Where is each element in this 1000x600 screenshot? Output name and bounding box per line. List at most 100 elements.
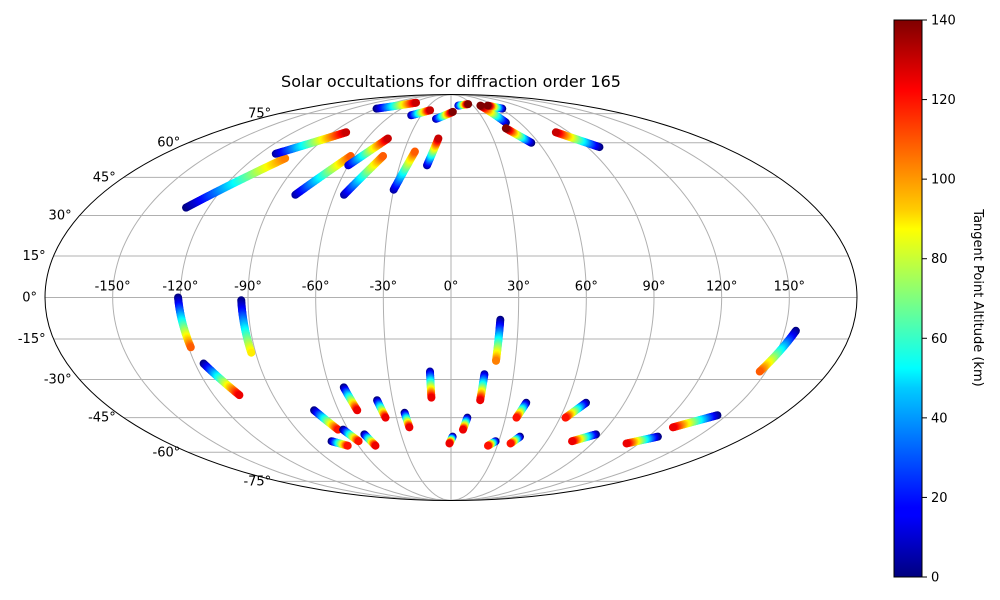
occultation-track [182,154,290,212]
occultation-track [199,359,244,400]
track-point [434,134,443,143]
track-point [512,413,521,422]
occultation-track [483,101,507,113]
occultation-track [423,134,443,170]
track-point [371,441,380,450]
occultation-track [506,432,524,448]
track-point [354,437,363,446]
lon-tick-label: -150° [95,280,131,295]
chart-title: Solar occultations for diffraction order… [281,72,621,91]
track-point [668,423,677,432]
lon-tick-label: -30° [369,280,397,295]
occultation-track [400,408,414,432]
occultation-track [174,293,195,352]
lon-tick-label: -60° [302,280,330,295]
track-point [342,128,351,137]
occultation-track [339,383,362,415]
lat-tick-label: 75° [248,107,271,122]
occultation-track [389,147,419,194]
lon-tick-label: 120° [706,280,737,295]
occultation-track [445,432,457,448]
map-boundary [44,94,858,501]
track-point [483,441,492,450]
track-point [483,101,492,110]
lat-tick-label: 60° [157,136,180,151]
track-point [568,437,577,446]
occultation-track [512,398,531,422]
occultation-tracks [174,98,800,450]
occultation-track [483,437,500,450]
occultation-track [501,124,536,147]
occultation-track [237,296,256,357]
track-point [426,106,435,115]
occultation-track [551,128,604,152]
lon-tick-label: 90° [642,280,665,295]
occultation-track [291,152,355,199]
lat-tick-label: 0° [22,291,37,306]
occultation-track [622,432,662,448]
track-point [492,356,500,365]
occultation-track [476,370,489,405]
track-point [622,439,631,448]
track-point [383,134,392,143]
colorbar-ticks: 0 20 40 60 80 100 120 140 [922,14,956,586]
track-point [551,128,560,137]
lat-tick-label: 45° [93,170,116,185]
track-point [476,396,485,405]
track-point [561,413,570,422]
lat-tick-label: -45° [88,411,116,426]
occultation-track [668,411,722,432]
track-point [343,441,352,450]
occultation-track [458,413,472,434]
colorbar-tick-label: 140 [931,14,956,29]
colorbar-tick-label: 100 [931,173,956,188]
grid-meridian [315,94,452,501]
occultation-track [561,398,590,422]
track-point [412,98,421,107]
grid-meridian [450,94,520,501]
track-point [501,124,510,133]
colorbar: 0 20 40 60 80 100 120 140 Tangent Point Altitud… [893,14,985,586]
map-area: -150° -120° -90° -60° -30° 0° 30° 60° 90° 120° 150… [18,94,858,501]
map-tick-labels: -150° -120° -90° -60° -30° 0° 30° 60° 90° 120° 150… [18,107,805,490]
colorbar-tick-label: 120 [931,93,956,108]
track-point [186,343,195,352]
lat-tick-label: -15° [18,332,46,347]
occultation-track [568,430,600,446]
lat-tick-label: -30° [44,373,72,388]
lat-tick-label: -75° [243,474,271,489]
occultation-track [454,100,473,110]
track-point [410,147,419,156]
track-point [379,152,388,161]
grid-meridian [450,94,587,501]
track-point [458,425,467,434]
lat-tick-label: 30° [49,208,72,223]
track-point [464,100,473,109]
grid-meridian [450,94,723,501]
occultation-track [344,134,392,170]
occultation-track [407,106,435,120]
track-point [427,393,436,402]
track-point [476,101,485,110]
grid-meridian [382,94,452,501]
colorbar-label: Tangent Point Altitude (km) [970,208,985,386]
lon-tick-label: 60° [575,280,598,295]
occultation-track [492,315,505,365]
track-point [247,348,256,357]
occultation-track [373,396,390,422]
colorbar-tick-label: 80 [931,252,948,267]
colorbar-gradient [893,19,923,578]
occultation-track [755,326,800,376]
occultation-track [327,437,352,450]
lon-tick-label: -120° [162,280,198,295]
occultation-track [372,98,421,113]
track-point [405,423,414,432]
track-point [353,406,362,415]
lon-tick-label: 150° [774,280,805,295]
grid-meridian [112,94,452,501]
track-point [755,367,764,376]
track-point [506,439,515,448]
occultation-track [426,367,436,402]
track-point [281,154,290,163]
